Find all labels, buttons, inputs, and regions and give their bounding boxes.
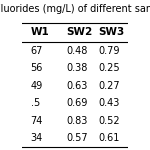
- Text: SW3: SW3: [98, 27, 124, 37]
- Text: 0.52: 0.52: [98, 116, 120, 126]
- Text: Fluorides (mg/L) of different sam: Fluorides (mg/L) of different sam: [0, 4, 150, 15]
- Text: 0.79: 0.79: [98, 46, 120, 56]
- Text: 0.69: 0.69: [67, 98, 88, 108]
- Text: 67: 67: [31, 46, 43, 56]
- Text: 0.57: 0.57: [67, 133, 88, 143]
- Text: .5: .5: [31, 98, 40, 108]
- Text: 34: 34: [31, 133, 43, 143]
- Text: 0.61: 0.61: [98, 133, 120, 143]
- Text: 0.83: 0.83: [67, 116, 88, 126]
- Text: 0.43: 0.43: [98, 98, 120, 108]
- Text: 0.63: 0.63: [67, 81, 88, 91]
- Text: 0.25: 0.25: [98, 63, 120, 73]
- Text: W1: W1: [31, 27, 49, 37]
- Text: 56: 56: [31, 63, 43, 73]
- Text: 0.27: 0.27: [98, 81, 120, 91]
- Text: SW2: SW2: [67, 27, 93, 37]
- Text: 49: 49: [31, 81, 43, 91]
- Text: 74: 74: [31, 116, 43, 126]
- Text: 0.38: 0.38: [67, 63, 88, 73]
- Text: 0.48: 0.48: [67, 46, 88, 56]
